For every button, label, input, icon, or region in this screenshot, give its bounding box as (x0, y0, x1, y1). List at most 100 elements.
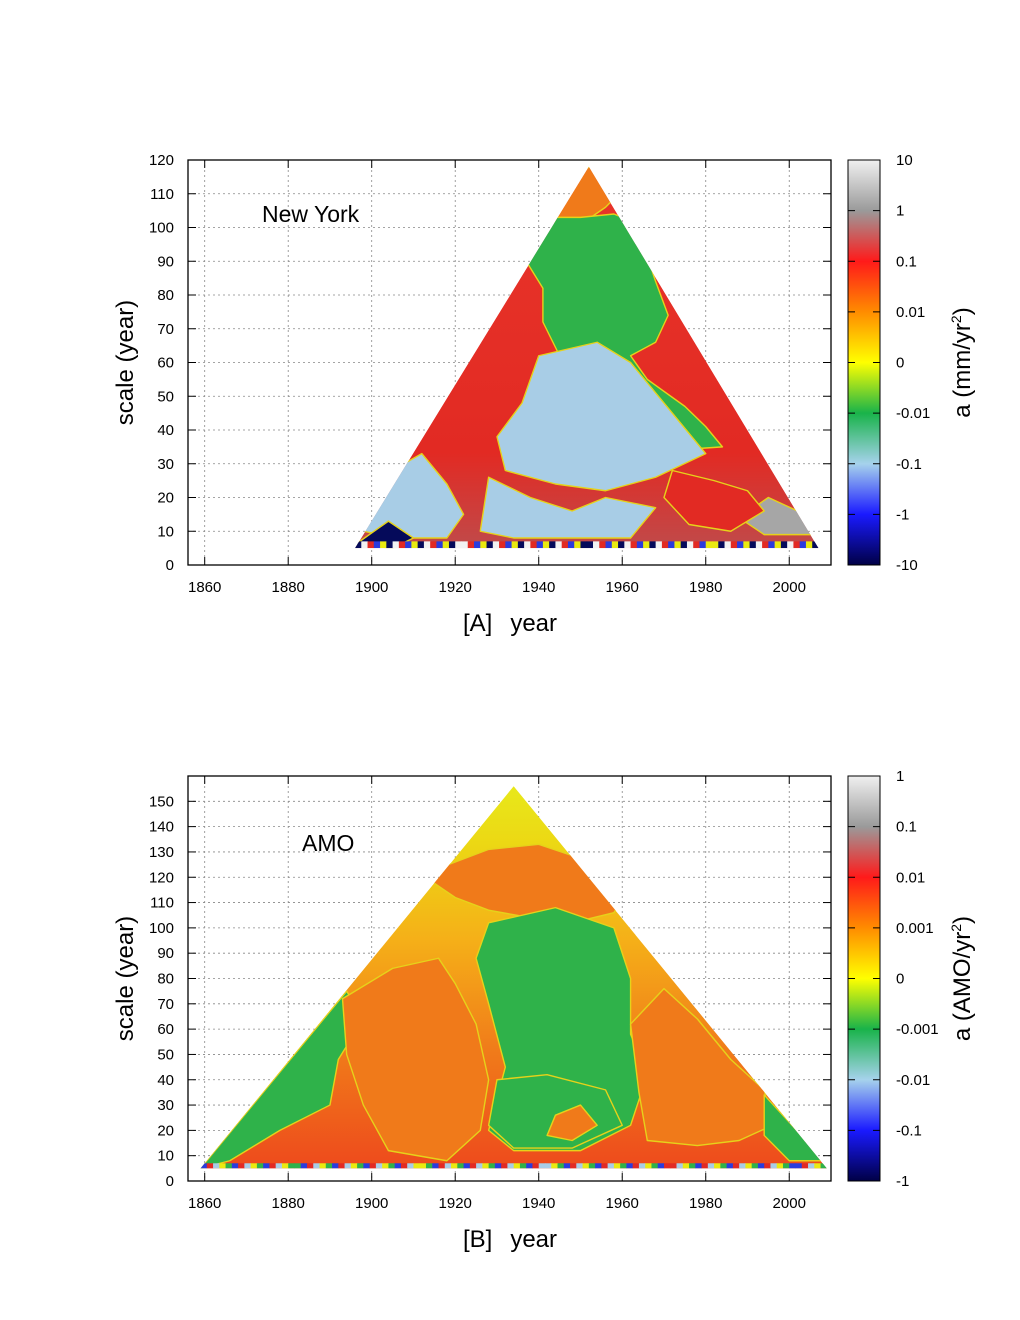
heatmap-base-cell (425, 1163, 433, 1169)
heatmap-base-cell (494, 1163, 502, 1169)
heatmap-base-cell (643, 541, 650, 549)
heatmap-region-red-patch-center (546, 1104, 598, 1142)
heatmap-base-cell (275, 1163, 283, 1169)
heatmap-base-cell (651, 1163, 659, 1169)
heatmap-base-cell (269, 1163, 277, 1169)
heatmap-base-cell (549, 541, 556, 549)
x-tick-label: 1920 (439, 579, 472, 596)
heatmap-base-cell (799, 541, 807, 549)
heatmap-base-cell (757, 1163, 765, 1169)
heatmap-base-cell (476, 1163, 483, 1169)
panel-new-york: 1860 1880 1900 1920 1940 1960 1980 200001020304… (112, 152, 976, 637)
x-tick-label: 2000 (773, 579, 806, 596)
x-tick-label: 2000 (773, 1195, 806, 1212)
heatmap-base-cell (737, 541, 744, 549)
heatmap-base-cell (474, 541, 481, 549)
heatmap-base-cell (567, 541, 575, 549)
heatmap-base-cell (551, 1163, 559, 1169)
heatmap-base-cell (636, 541, 644, 549)
y-axis-label-a: scale (year) (112, 300, 139, 425)
y-tick-label: 50 (157, 388, 174, 405)
y-tick-label: 60 (157, 1021, 174, 1038)
heatmap-base-cell (732, 1163, 740, 1169)
heatmap-base-cell (801, 1163, 809, 1169)
heatmap-base-cell (618, 541, 625, 549)
heatmap-base-cell (488, 1163, 496, 1169)
heatmap-base-cell (511, 541, 519, 549)
heatmap-base-cell (375, 1163, 383, 1169)
heatmap-base-cell (611, 541, 619, 549)
heatmap-base-cell (561, 541, 569, 549)
y-tick-label: 20 (157, 1122, 174, 1139)
heatmap-base-cell (325, 1163, 333, 1169)
heatmap-base-cell (448, 541, 456, 549)
x-axis-title: year (510, 610, 557, 637)
y-tick-label: 20 (157, 490, 174, 507)
heatmap-base-cell (638, 1163, 646, 1169)
heatmap-base-cell (373, 541, 381, 549)
heatmap-base-cell (670, 1163, 678, 1169)
heatmap-base-cell (789, 1163, 797, 1169)
heatmap-base-cell (250, 1163, 258, 1169)
heatmap-base-cell (764, 1163, 771, 1169)
heatmap-base-cell (438, 1163, 446, 1169)
y-tick-label: 120 (149, 152, 174, 169)
heatmap-base-cell (361, 541, 369, 549)
heatmap-base-cell (263, 1163, 270, 1169)
panel-label: [A] (463, 610, 492, 637)
x-axis-label-b: [B] year (463, 1226, 557, 1253)
heatmap-base-cell (380, 541, 387, 549)
heatmap-base-cell (319, 1163, 327, 1169)
heatmap-base-cell (645, 1163, 652, 1169)
heatmap-base-cell (762, 541, 769, 549)
x-tick-label: 1880 (272, 1195, 305, 1212)
heatmap-base-cell (555, 541, 563, 549)
colorbar-tick-label: -0.1 (896, 456, 922, 473)
y-axis-label-b: scale (year) (112, 916, 139, 1041)
y-tick-label: 110 (150, 186, 174, 203)
heatmap-base-cell (805, 541, 813, 549)
heatmap-base-cell (213, 1163, 220, 1169)
heatmap-base-cell (392, 541, 400, 549)
x-tick-label: 1960 (606, 579, 639, 596)
heatmap-base-cell (444, 1163, 452, 1169)
heatmap-base-cell (357, 1163, 364, 1169)
heatmap-base-cell (624, 541, 632, 549)
annotation-new-york: New York (262, 201, 360, 227)
heatmap-base-cell (413, 1163, 421, 1169)
heatmap-base-cell (482, 1163, 490, 1169)
heatmap-base-cell (726, 1163, 734, 1169)
y-tick-label: 80 (157, 287, 174, 304)
heatmap-base-cell (300, 1163, 308, 1169)
heatmap-base-cell (576, 1163, 584, 1169)
heatmap-base-cell (707, 1163, 715, 1169)
heatmap-region-green-left (200, 990, 365, 1169)
heatmap-base-cell (620, 1163, 627, 1169)
heatmap-base-cell (820, 1163, 827, 1169)
axis-ticks-a: 1860 1880 1900 1920 1940 1960 1980 2000 0 10 20 30 4… (149, 152, 831, 596)
heatmap-base-cell (532, 1163, 540, 1169)
heatmap-base-cell (405, 541, 412, 549)
annotation-amo: AMO (302, 830, 354, 856)
y-tick-label: 40 (157, 1072, 174, 1089)
heatmap-base-cell (724, 541, 732, 549)
heatmap-base-cell (607, 1163, 615, 1169)
x-tick-label: 1860 (188, 579, 221, 596)
x-tick-label: 1940 (522, 1195, 555, 1212)
panel-label: [B] (463, 1226, 492, 1253)
y-tick-label: 10 (157, 523, 174, 540)
y-tick-label: 70 (157, 321, 174, 338)
heatmap-base-cell (755, 541, 763, 549)
heatmap-base-cell (281, 1163, 289, 1169)
heatmap-base-cell (668, 541, 675, 549)
heatmap-base-cell (657, 1163, 665, 1169)
x-axis-title: year (510, 1226, 557, 1253)
heatmap-base-cell (630, 541, 638, 549)
colorbar-tick-label: 1 (896, 768, 904, 785)
y-tick-label: 80 (157, 971, 174, 988)
y-tick-label: 70 (157, 996, 174, 1013)
y-tick-label: 120 (149, 869, 174, 886)
heatmap-base-cell (574, 541, 581, 549)
heatmap-base-cell (793, 541, 801, 549)
heatmap-base-cell (480, 541, 488, 549)
